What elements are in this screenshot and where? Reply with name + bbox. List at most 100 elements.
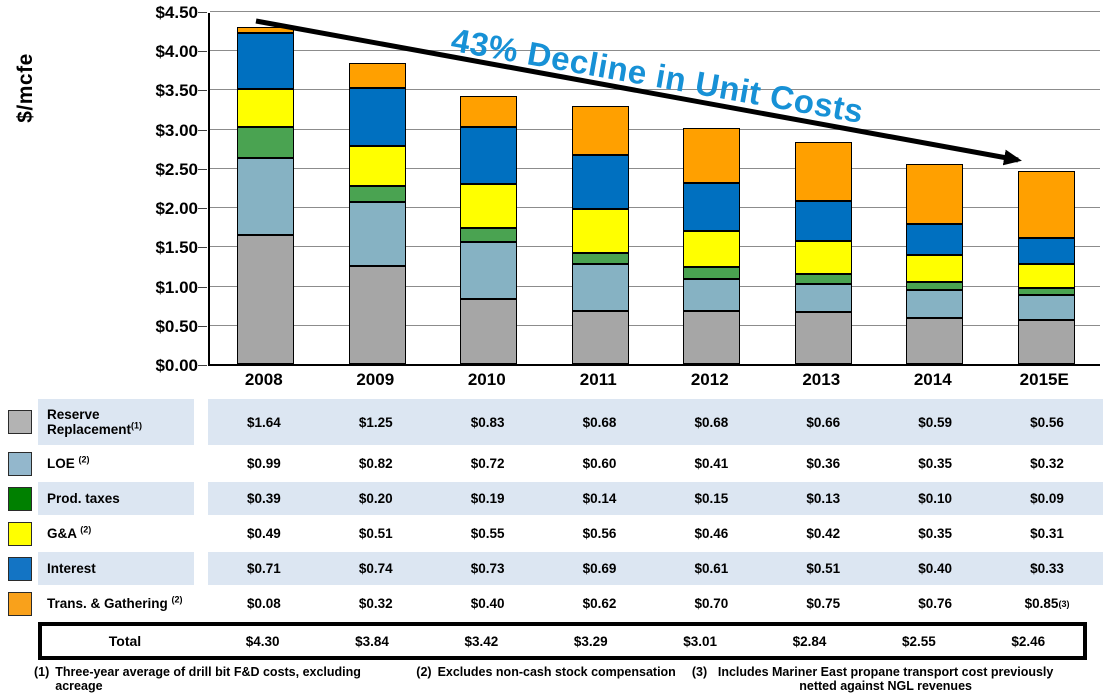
- value-cell: $0.70: [694, 596, 729, 611]
- gridline: [210, 50, 1100, 52]
- y-tick-mark: [198, 365, 207, 366]
- x-tick-label: 2012: [690, 370, 729, 389]
- total-box: Total $4.30 $3.84 $3.42 $3.29 $3.01 $2.84 $2.55…: [38, 622, 1087, 660]
- trans-gathering-legend-swatch: [8, 591, 32, 616]
- value-cell: $0.35: [918, 526, 953, 541]
- loe-segment: [683, 278, 741, 311]
- prod-taxes-segment: [1017, 287, 1075, 295]
- row-label-text: Trans. & Gathering (2): [47, 594, 183, 611]
- total-value-cell: $2.55: [902, 633, 936, 649]
- value-cell: $0.35: [918, 456, 953, 471]
- loe-segment: [1017, 294, 1075, 321]
- g-a-segment: [460, 184, 518, 228]
- footnote-text: Three-year average of drill bit F&D cost…: [55, 665, 361, 693]
- interest-segment: [237, 33, 295, 89]
- footnote-marker: (2): [416, 665, 432, 679]
- value-cell: $0.14: [582, 491, 617, 506]
- value-cell: $0.15: [694, 491, 729, 506]
- trans-gathering-segment: [460, 95, 518, 128]
- prod-taxes-segment: [906, 282, 964, 291]
- gridline: [210, 167, 1100, 169]
- footnote-3: (3) Includes Mariner East propane transp…: [692, 665, 1058, 693]
- row-values: $0.49 $0.51 $0.55 $0.56 $0.46 $0.42 $0.35 $0.31: [208, 517, 1103, 550]
- value-cell: $0.42: [806, 526, 841, 541]
- value-cell: $0.09: [1030, 491, 1064, 506]
- g-a-segment: [906, 254, 964, 283]
- gridline: [210, 207, 1100, 209]
- value-cell: $0.31: [1030, 526, 1064, 541]
- y-tick-mark: [198, 90, 207, 92]
- row-label: Trans. & Gathering (2): [38, 587, 194, 620]
- y-tick-label: $3.50: [155, 81, 198, 101]
- interest-segment: [348, 87, 406, 146]
- value-cell: $0.71: [247, 561, 281, 576]
- y-tick-label: $4.00: [155, 42, 198, 62]
- value-cell: $0.72: [470, 456, 505, 471]
- row-values: $0.08 $0.32 $0.40 $0.62 $0.70 $0.75 $0.76 $0.85…: [208, 587, 1103, 620]
- value-cell: $0.41: [694, 456, 729, 471]
- value-cell: $0.33: [1030, 561, 1064, 576]
- bar-2012: [683, 127, 741, 364]
- total-value-cell: $3.29: [573, 633, 608, 649]
- gridline: [210, 128, 1100, 130]
- column-gap: [194, 447, 208, 480]
- value-cell: $0.32: [358, 596, 393, 611]
- footnote-marker: (1): [34, 665, 50, 679]
- total-values: $4.30 $3.84 $3.42 $3.29 $3.01 $2.84 $2.55 $2.46: [208, 626, 1083, 656]
- value-cell: $0.61: [694, 561, 729, 576]
- y-tick-mark: [198, 286, 207, 288]
- total-value-cell: $3.84: [355, 633, 389, 649]
- y-tick-label: $2.50: [155, 159, 198, 179]
- cost-table: Reserve Replacement(1) $1.64 $1.25 $0.83 $0.…: [8, 399, 1103, 662]
- column-gap: [194, 587, 208, 620]
- bar-2009: [348, 62, 406, 364]
- value-cell: $0.32: [1030, 456, 1064, 471]
- value-cell: $0.68: [582, 414, 617, 430]
- y-tick-label: $4.50: [155, 3, 198, 22]
- legend-swatch-cell: [8, 552, 38, 585]
- y-tick-label: $0.50: [155, 316, 198, 336]
- x-tick-label: 2010: [467, 370, 506, 389]
- value-cell: $0.51: [358, 526, 393, 541]
- interest-segment: [794, 200, 852, 241]
- value-cell: $0.08: [247, 596, 281, 611]
- bar-2015E: [1017, 171, 1075, 364]
- footnote-2: (2) Excludes non-cash stock compensation: [416, 665, 676, 693]
- bar-2010: [460, 95, 518, 364]
- loe-segment: [460, 242, 518, 299]
- column-gap: [194, 482, 208, 515]
- g-a-segment: [794, 240, 852, 274]
- row-label: Reserve Replacement(1): [38, 399, 194, 445]
- legend-swatch-cell: [8, 587, 38, 620]
- row-values: $0.71 $0.74 $0.73 $0.69 $0.61 $0.51 $0.40 $0.33: [208, 552, 1103, 585]
- legend-swatch-cell: [8, 482, 38, 515]
- reserve-replacement-segment: [348, 265, 406, 364]
- g-a-segment: [571, 208, 629, 253]
- trans-gathering-segment: [1017, 171, 1075, 238]
- trans-gathering-segment: [794, 142, 852, 201]
- value-cell: $0.99: [247, 456, 281, 471]
- value-cell: $0.56: [1030, 414, 1064, 430]
- x-tick-label: 2015E: [1019, 370, 1069, 389]
- y-tick-mark: [198, 12, 207, 13]
- y-tick-mark: [198, 51, 207, 53]
- legend-swatch-cell: [8, 622, 38, 660]
- value-cell: $0.46: [694, 526, 729, 541]
- y-tick-label: $3.00: [155, 120, 198, 140]
- footnote-marker: (3): [691, 665, 708, 679]
- footnote-text: Includes Mariner East propane transport …: [717, 665, 1054, 693]
- row-label: G&A (2): [38, 517, 194, 550]
- total-value-cell: $2.84: [792, 633, 827, 649]
- value-cell: $0.51: [806, 561, 841, 576]
- prod-taxes-segment: [237, 127, 295, 158]
- reserve-replacement-segment: [460, 298, 518, 364]
- value-cell: $0.75: [806, 596, 841, 611]
- bar-2008: [237, 26, 295, 364]
- column-gap: [194, 552, 208, 585]
- x-tick-label: 2011: [579, 370, 617, 389]
- table-row: G&A (2) $0.49 $0.51 $0.55 $0.56 $0.46 $0.42 $0.…: [8, 517, 1103, 550]
- loe-segment: [794, 284, 852, 313]
- interest-segment: [1017, 237, 1075, 264]
- interest-segment: [683, 182, 741, 231]
- row-label-text: Interest: [47, 561, 96, 576]
